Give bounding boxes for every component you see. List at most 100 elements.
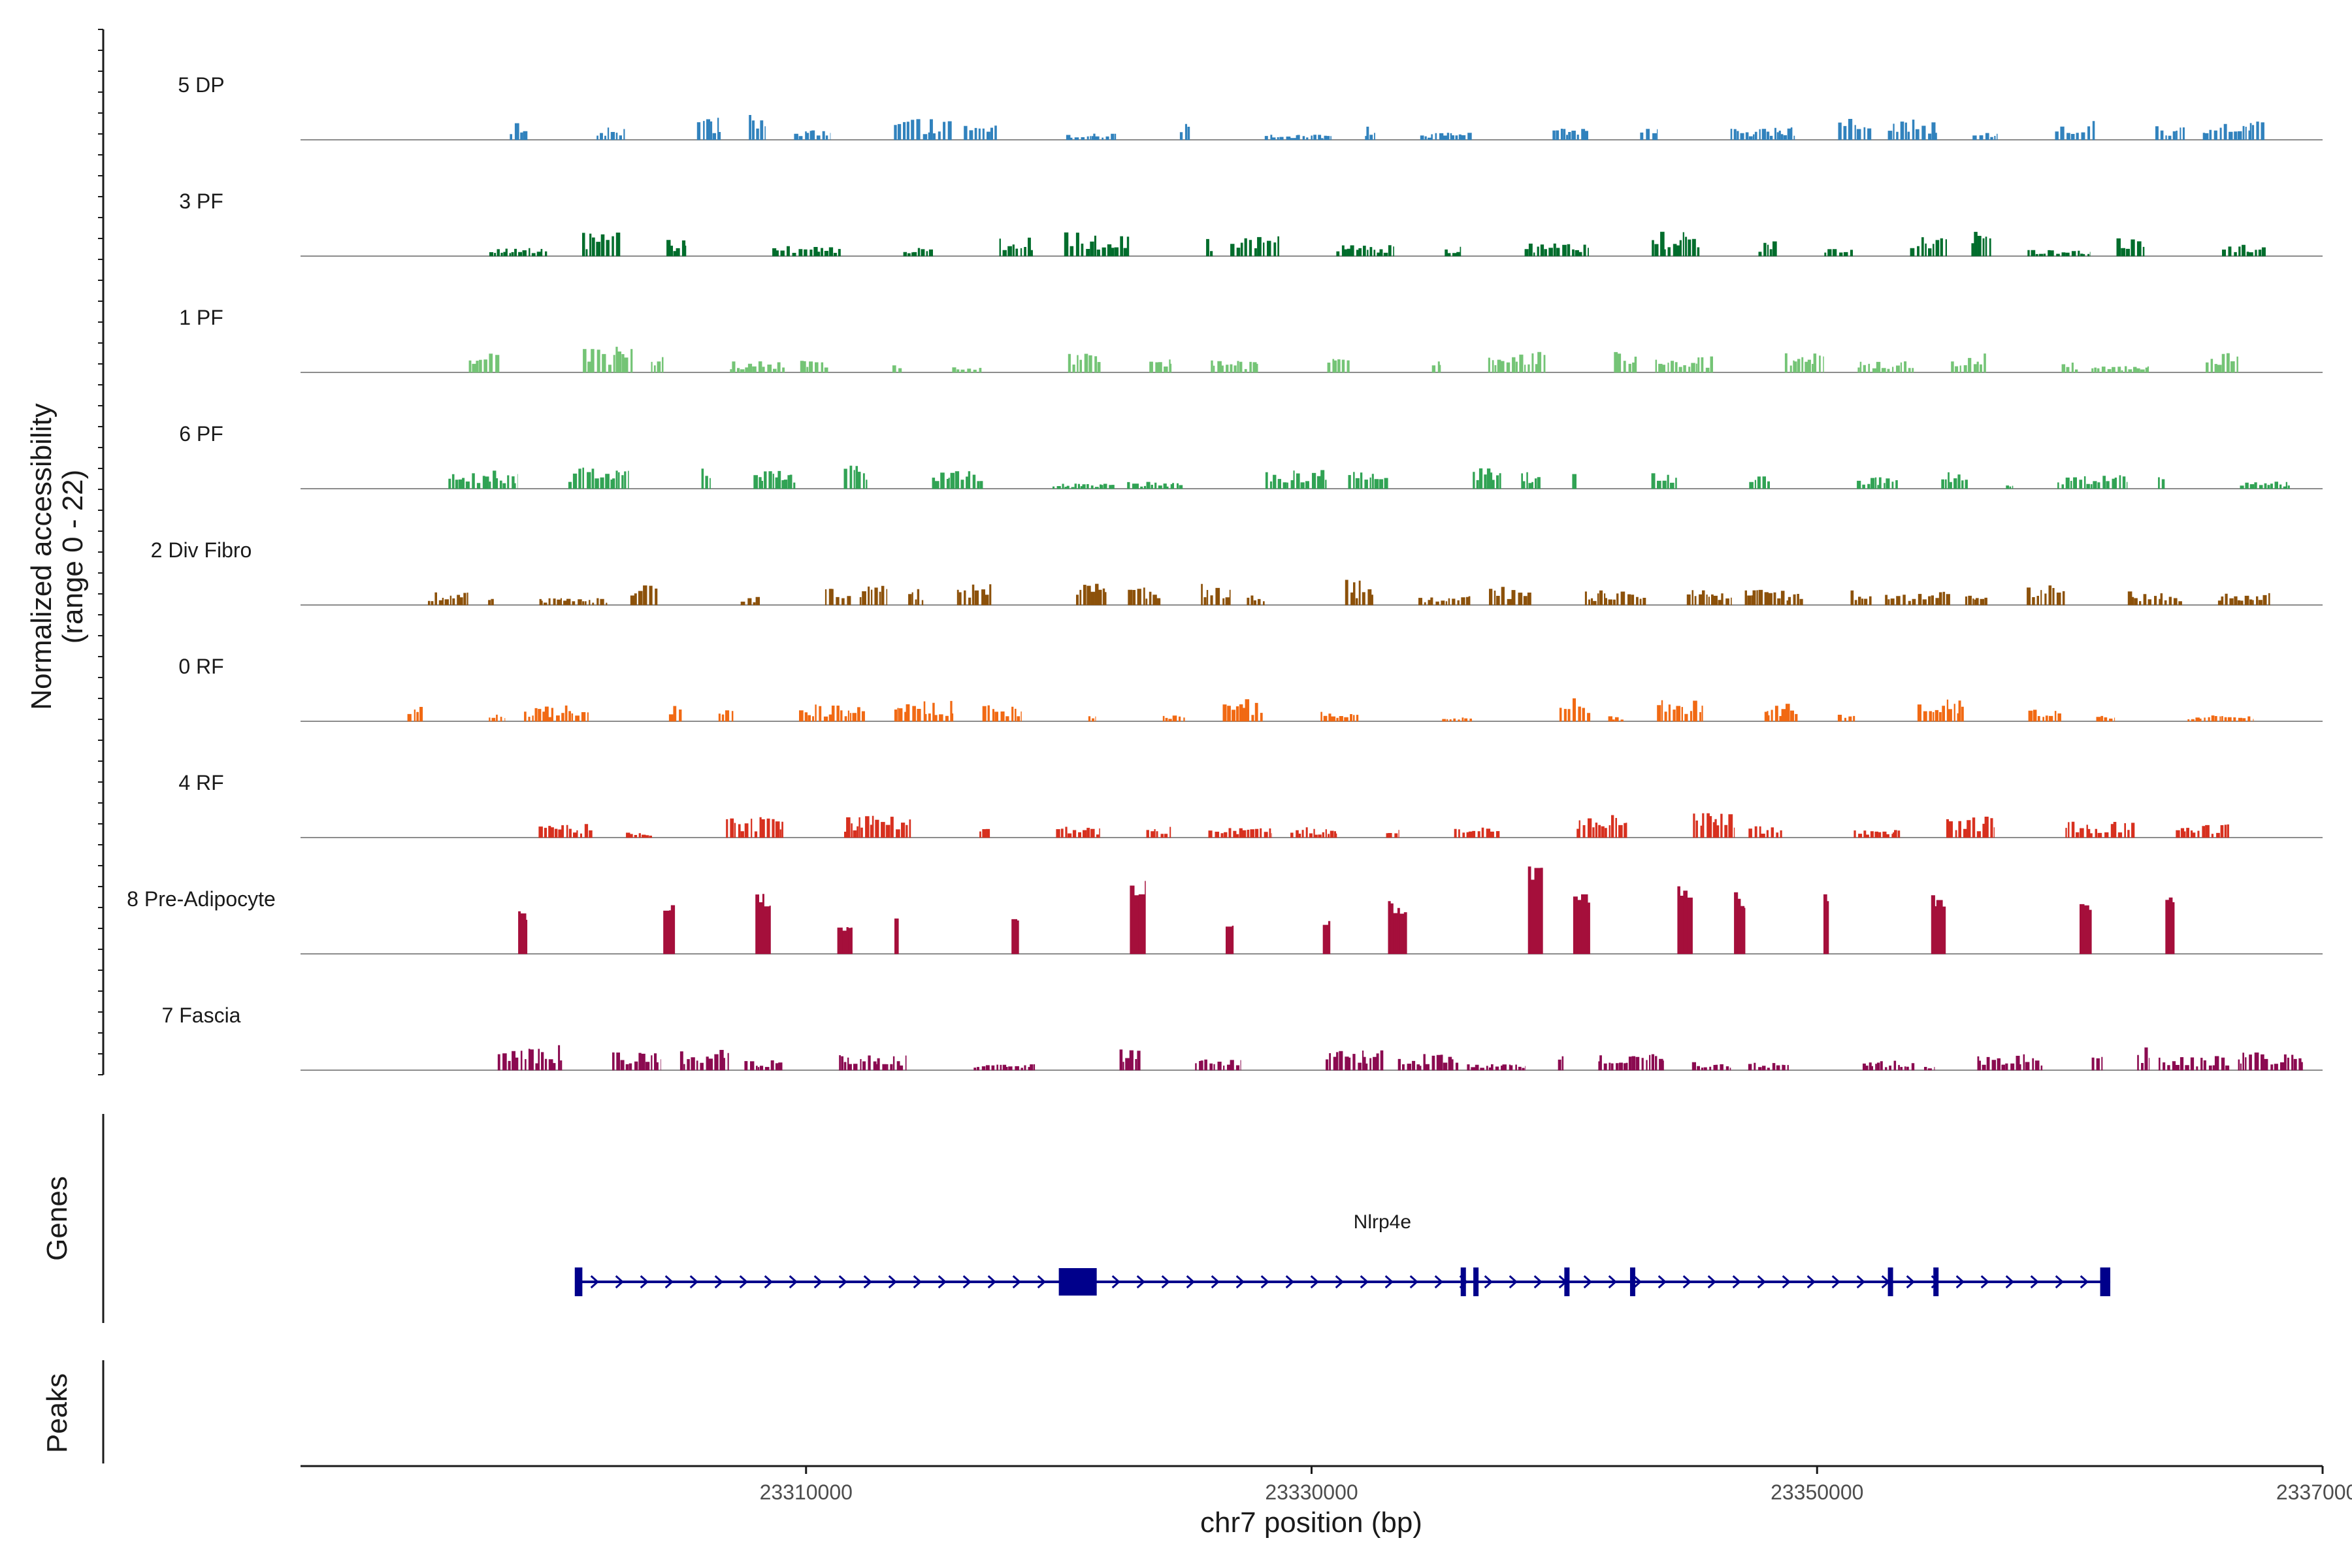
- x-tick-label: 23370000: [2276, 1480, 2352, 1504]
- gene-strand-arrow: [1583, 1275, 1592, 1289]
- gene-strand-arrow: [1955, 1275, 1965, 1289]
- left-axis: [98, 29, 105, 1075]
- y-axis-title-line1: Normalized accessibility: [25, 403, 57, 710]
- gene-strand-arrow: [1658, 1275, 1667, 1289]
- gene-strand-arrow: [2080, 1275, 2089, 1289]
- gene-strand-arrow: [1260, 1275, 1269, 1289]
- gene-strand-arrow: [1782, 1275, 1791, 1289]
- track-0-rf: 0 RF: [178, 655, 2323, 722]
- gene-strand-arrow: [863, 1275, 872, 1289]
- x-axis-title: chr7 position (bp): [1200, 1507, 1422, 1539]
- gene-strand-arrow: [1757, 1275, 1766, 1289]
- gene-strand-arrow: [640, 1275, 649, 1289]
- track-label: 8 Pre-Adipocyte: [127, 887, 276, 911]
- peaks-panel-title: Peaks: [41, 1373, 73, 1453]
- gene-strand-arrow: [1980, 1275, 1989, 1289]
- gene-strand-arrow: [1906, 1275, 1915, 1289]
- gene-strand-arrow: [913, 1275, 922, 1289]
- gene-strand-arrow: [1111, 1275, 1120, 1289]
- x-tick-label: 23350000: [1771, 1480, 1863, 1504]
- gene-exon: [1564, 1267, 1570, 1296]
- gene-strand-arrow: [1211, 1275, 1220, 1289]
- gene-strand-arrow: [615, 1275, 624, 1289]
- peaks-panel: Peaks: [41, 1360, 105, 1463]
- gene-strand-arrow: [2055, 1275, 2064, 1289]
- gene-strand-arrow: [1434, 1275, 1443, 1289]
- gene-strand-arrow: [1533, 1275, 1543, 1289]
- y-axis-title-line2: (range 0 - 22): [57, 470, 89, 644]
- gene-strand-arrow: [962, 1275, 972, 1289]
- gene-exon: [1058, 1268, 1097, 1296]
- x-tick-label: 23310000: [760, 1480, 853, 1504]
- gene-strand-arrow: [1335, 1275, 1344, 1289]
- gene-strand-arrow: [2030, 1275, 2039, 1289]
- coverage-area: [428, 580, 2270, 606]
- gene-strand-arrow: [1409, 1275, 1418, 1289]
- gene-strand-arrow: [1831, 1275, 1840, 1289]
- track-label: 7 Fascia: [162, 1004, 241, 1027]
- track-8-pre-adipocyte: 8 Pre-Adipocyte: [127, 866, 2323, 955]
- gene-exon: [1629, 1267, 1635, 1296]
- coverage-area: [510, 115, 2264, 140]
- gene-strand-arrow: [1012, 1275, 1021, 1289]
- gene-strand-arrow: [1484, 1275, 1493, 1289]
- gene-strand-arrow: [1136, 1275, 1145, 1289]
- gene-strand-arrow: [789, 1275, 798, 1289]
- coverage-area: [448, 465, 2290, 489]
- gene-strand-arrow: [739, 1275, 748, 1289]
- coverage-area: [518, 866, 2175, 955]
- track-3-pf: 3 PF: [179, 189, 2323, 257]
- track-label: 3 PF: [179, 189, 223, 213]
- gene-strand-arrow: [1285, 1275, 1294, 1289]
- gene-strand-arrow: [1384, 1275, 1394, 1289]
- gene-exon: [1473, 1267, 1479, 1296]
- gene-strand-arrow: [664, 1275, 674, 1289]
- gene-strand-arrow: [1161, 1275, 1170, 1289]
- track-label: 6 PF: [179, 422, 223, 446]
- gene-strand-arrow: [764, 1275, 773, 1289]
- gene-strand-arrow: [1856, 1275, 1865, 1289]
- gene-strand-arrow: [1608, 1275, 1617, 1289]
- gene-strand-arrow: [1732, 1275, 1741, 1289]
- gene-strand-arrow: [1235, 1275, 1245, 1289]
- gene-strand-arrow: [813, 1275, 823, 1289]
- gene-strand-arrow: [1310, 1275, 1319, 1289]
- genes-panel: Genes Nlrp4e: [41, 1114, 2111, 1323]
- coverage-area: [407, 698, 2254, 722]
- gene-strand-arrow: [1806, 1275, 1816, 1289]
- gene-strand-arrow: [714, 1275, 723, 1289]
- genes-panel-title: Genes: [41, 1176, 73, 1261]
- coverage-area: [497, 1045, 2303, 1071]
- gene-exon: [2100, 1267, 2111, 1296]
- gene-exon: [1887, 1267, 1893, 1296]
- gene-strand-arrow: [1037, 1275, 1046, 1289]
- coverage-area: [489, 231, 2266, 257]
- gene-exon: [574, 1267, 583, 1296]
- track-label: 2 Div Fibro: [151, 538, 252, 562]
- track-5-dp: 5 DP: [178, 73, 2323, 140]
- x-tick-label: 23330000: [1265, 1480, 1358, 1504]
- gene-strand-arrow: [1509, 1275, 1518, 1289]
- gene-name-label: Nlrp4e: [1354, 1211, 1411, 1233]
- track-4-rf: 4 RF: [178, 771, 2323, 838]
- gene-exon: [1460, 1267, 1466, 1296]
- gene-strand-arrow: [689, 1275, 698, 1289]
- gene-strand-arrow: [2005, 1275, 2014, 1289]
- track-6-pf: 6 PF: [179, 422, 2323, 489]
- gene-strand-arrow: [1633, 1275, 1642, 1289]
- gene-strand-arrow: [590, 1275, 599, 1289]
- gene-strand-arrow: [1360, 1275, 1369, 1289]
- gene-strand-arrow: [838, 1275, 847, 1289]
- track-label: 4 RF: [178, 771, 223, 794]
- gene-strand-arrow: [938, 1275, 947, 1289]
- gene-strand-arrow: [1186, 1275, 1195, 1289]
- track-7-fascia: 7 Fascia: [162, 1004, 2323, 1071]
- gene-strand-arrow: [1707, 1275, 1716, 1289]
- gene-strand-arrow: [1682, 1275, 1691, 1289]
- coverage-tracks: 5 DP 3 PF 1 PF 6 PF 2 Div Fibro 0 RF 4 RF 8 Pre…: [127, 73, 2323, 1071]
- track-2-div-fibro: 2 Div Fibro: [151, 538, 2323, 606]
- gene-exon: [1933, 1267, 1939, 1296]
- track-1-pf: 1 PF: [179, 306, 2323, 373]
- track-label: 0 RF: [178, 655, 223, 678]
